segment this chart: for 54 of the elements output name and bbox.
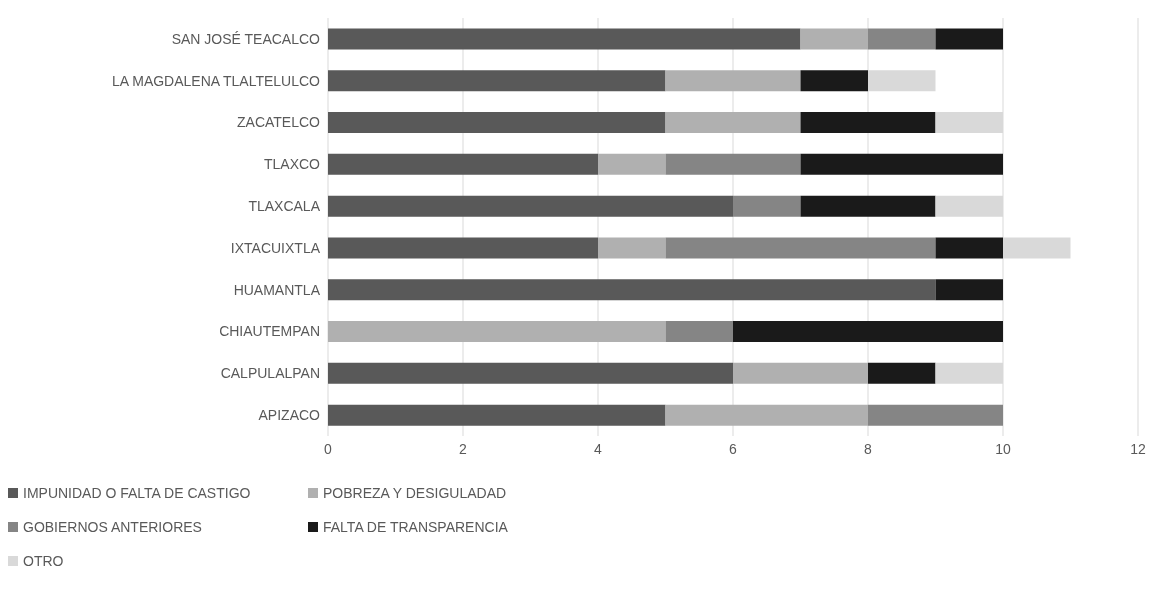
x-tick-label: 10: [995, 440, 1011, 457]
y-tick-label: TLAXCALA: [248, 198, 321, 215]
y-tick-label: HUAMANTLA: [233, 281, 321, 298]
bar: [868, 362, 936, 384]
bar: [328, 195, 733, 217]
bar: [328, 362, 733, 384]
bar: [328, 321, 666, 343]
bar: [328, 28, 801, 50]
bar: [598, 237, 666, 259]
y-tick-label: CHIAUTEMPAN: [219, 323, 320, 340]
bar: [935, 279, 1003, 301]
x-tick-label: 2: [459, 440, 468, 457]
legend-label: GOBIERNOS ANTERIORES: [22, 518, 203, 537]
y-tick-label: APIZACO: [258, 407, 321, 424]
legend-label: POBREZA Y DESIGULADAD: [322, 484, 508, 503]
legend-label: IMPUNIDAD O FALTA DE CASTIGO: [22, 484, 252, 503]
bar: [733, 195, 801, 217]
bar: [665, 112, 801, 134]
bar: [733, 362, 868, 384]
bar: [598, 153, 666, 175]
x-tick-label: 6: [729, 440, 738, 457]
bar: [733, 321, 1003, 343]
bar: [328, 112, 666, 134]
y-tick-label: CALPULALPAN: [220, 365, 320, 382]
y-tick-label: TLAXCO: [263, 156, 321, 173]
bar: [665, 321, 733, 343]
bar: [665, 153, 801, 175]
x-tick-label: 8: [864, 440, 873, 457]
x-tick-label: 4: [594, 440, 603, 457]
bar: [665, 237, 936, 259]
bar: [665, 70, 801, 92]
bar: [800, 112, 936, 134]
bar: [665, 404, 868, 426]
bar: [328, 404, 666, 426]
x-tick-label: 0: [324, 440, 333, 457]
bar: [800, 195, 936, 217]
bar: [328, 153, 598, 175]
bar: [935, 237, 1003, 259]
bar: [328, 70, 666, 92]
x-tick-label: 12: [1130, 440, 1146, 457]
legend-label: OTRO: [22, 552, 65, 571]
bar: [800, 153, 1003, 175]
bar: [328, 237, 598, 259]
y-tick-label: SAN JOSÉ TEACALCO: [171, 30, 321, 47]
bar: [328, 279, 936, 301]
bar: [800, 70, 868, 92]
legend-label: FALTA DE TRANSPARENCIA: [322, 518, 509, 537]
y-tick-label: IXTACUIXTLA: [230, 239, 321, 256]
bar: [935, 28, 1003, 50]
y-tick-label: LA MAGDALENA TLALTELULCO: [111, 72, 321, 89]
bar: [868, 28, 936, 50]
bar: [800, 28, 868, 50]
y-tick-label: ZACATELCO: [237, 114, 321, 131]
bar: [868, 404, 1003, 426]
